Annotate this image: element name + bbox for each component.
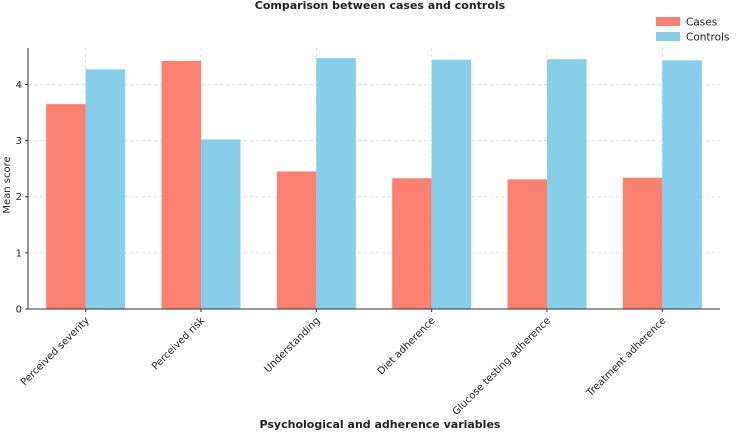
x-tick-label: Understanding (263, 315, 323, 375)
y-tick-label: 0 (16, 305, 22, 316)
x-tick-label: Perceived severity (19, 315, 92, 388)
x-tick-label: Diet adherence (376, 315, 438, 377)
bar-controls-perceived-severity (85, 69, 126, 309)
x-tick-label: Treatment adherence (584, 315, 668, 399)
legend-swatch-controls (656, 32, 680, 41)
x-tick-label: Glucose testing adherence (451, 315, 553, 417)
bar-cases-perceived-severity (46, 104, 86, 310)
bar-cases-understanding (276, 171, 317, 309)
bar-controls-diet-adherence (431, 59, 472, 310)
legend-label-cases: Cases (686, 17, 717, 29)
y-axis-label: Mean score (2, 156, 13, 213)
bar-controls-glucose-testing-adherence (547, 59, 587, 310)
bar-cases-treatment-adherence (622, 177, 663, 309)
bar-controls-perceived-risk (201, 139, 241, 309)
y-tick-label: 2 (16, 192, 22, 203)
x-tick-label: Perceived risk (150, 315, 207, 372)
bar-cases-perceived-risk (161, 60, 201, 310)
bar-controls-understanding (316, 58, 356, 309)
y-tick-label: 3 (16, 136, 22, 147)
y-tick-label: 1 (16, 248, 22, 259)
chart-title: Comparison between cases and controls (255, 0, 506, 12)
legend-label-controls: Controls (686, 32, 729, 44)
bar-cases-glucose-testing-adherence (507, 179, 547, 309)
y-tick-label: 4 (16, 80, 22, 91)
x-axis-label: Psychological and adherence variables (260, 418, 501, 431)
bar-cases-diet-adherence (392, 178, 432, 309)
legend-swatch-cases (656, 17, 680, 26)
bar-controls-treatment-adherence (662, 60, 702, 309)
